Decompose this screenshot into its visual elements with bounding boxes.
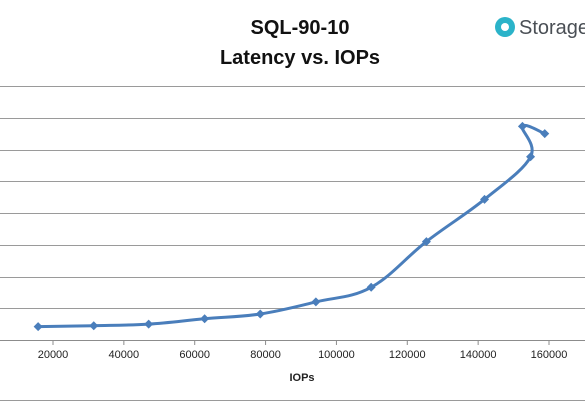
data-point — [526, 152, 536, 162]
series-line — [36, 123, 547, 329]
data-point — [144, 319, 154, 329]
x-tick-label: 20000 — [38, 349, 69, 361]
storagereview-logo-icon — [495, 17, 515, 37]
x-tick-label: 140000 — [460, 349, 497, 361]
x-axis-title: IOPs — [289, 372, 314, 384]
chart-subtitle: Latency vs. IOPs — [220, 47, 380, 69]
data-point — [366, 282, 376, 292]
x-tick-label: 100000 — [318, 349, 355, 361]
gridlines — [0, 86, 585, 401]
brand-logo: Storage — [495, 17, 585, 39]
x-tick-label: 40000 — [109, 349, 140, 361]
x-tick-label: 120000 — [389, 349, 426, 361]
data-point — [89, 321, 99, 331]
data-point — [517, 121, 527, 131]
data-point — [480, 194, 490, 204]
brand-name: Storage — [519, 17, 585, 39]
x-axis: 20000 40000 60000 80000 100000 120000 140000 16… — [38, 340, 568, 361]
data-point — [421, 237, 431, 247]
data-point — [255, 309, 265, 319]
data-point — [200, 314, 210, 324]
x-tick-label: 160000 — [531, 349, 568, 361]
data-point — [540, 129, 550, 139]
x-tick-label: 60000 — [179, 349, 210, 361]
data-point — [311, 297, 321, 307]
x-tick-label: 80000 — [250, 349, 281, 361]
data-point — [33, 322, 43, 332]
chart-title: SQL-90-10 — [251, 17, 350, 39]
plot-area — [33, 121, 550, 332]
